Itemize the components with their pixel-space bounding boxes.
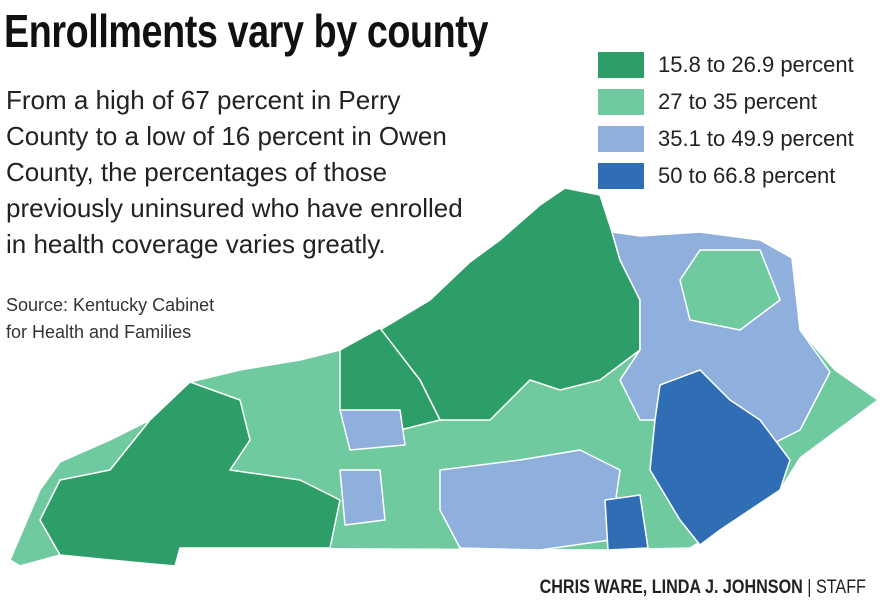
source: Source: Kentucky Cabinet for Health and F… [6, 292, 214, 346]
credit-names: CHRIS WARE, LINDA J. JOHNSON [539, 577, 803, 598]
source-line: Source: Kentucky Cabinet [6, 295, 215, 315]
region-south-west-small [339, 469, 386, 526]
region-central-small [339, 409, 406, 451]
region-north-central [379, 187, 641, 421]
legend-swatch [598, 125, 644, 152]
legend-swatch [598, 88, 644, 115]
legend-label: 15.8 to 26.9 percent [658, 51, 854, 77]
credit-separator: | [807, 577, 812, 598]
title: Enrollments vary by county [4, 5, 489, 57]
legend-label: 27 to 35 percent [658, 88, 818, 114]
legend-item: 50 to 66.8 percent [598, 157, 854, 194]
region-south-county [604, 494, 649, 551]
legend-swatch [598, 162, 644, 189]
description: From a high of 67 percent in Perry County… [6, 82, 463, 262]
region-east-inner [679, 249, 781, 331]
legend-swatch [598, 51, 644, 78]
region-west [39, 381, 341, 567]
region-southeast [649, 369, 791, 546]
description-line: County, the percentages of those [6, 157, 388, 187]
description-line: From a high of 67 percent in Perry [6, 85, 401, 115]
source-line: for Health and Families [6, 322, 192, 342]
legend-item: 35.1 to 49.9 percent [598, 120, 854, 157]
description-line: previously uninsured who have enrolled [6, 193, 463, 223]
credit: CHRIS WARE, LINDA J. JOHNSON | STAFF [540, 577, 866, 599]
description-line: County to a low of 16 percent in Owen [6, 121, 447, 151]
legend-item: 15.8 to 26.9 percent [598, 46, 854, 83]
legend: 15.8 to 26.9 percent 27 to 35 percent 35.1… [598, 46, 854, 194]
legend-label: 35.1 to 49.9 percent [658, 125, 854, 151]
credit-role: STAFF [816, 577, 866, 598]
legend-item: 27 to 35 percent [598, 83, 854, 120]
description-line: in health coverage varies greatly. [6, 229, 386, 259]
legend-label: 50 to 66.8 percent [658, 162, 836, 188]
